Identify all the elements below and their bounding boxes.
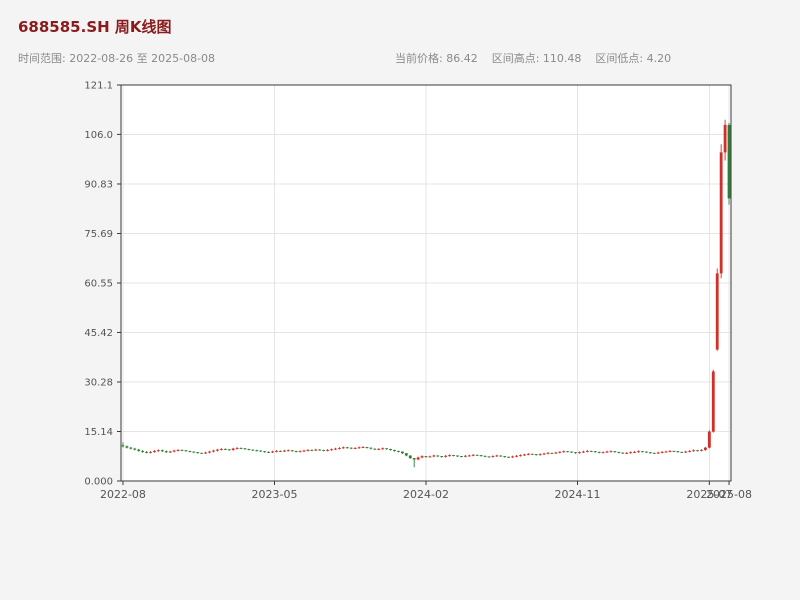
svg-text:121.1: 121.1 xyxy=(84,81,113,92)
range-low-label: 区间低点: 4.20 xyxy=(595,52,672,65)
svg-text:30.28: 30.28 xyxy=(84,377,113,388)
svg-text:2024-02: 2024-02 xyxy=(403,488,449,501)
svg-text:0.000: 0.000 xyxy=(84,477,113,488)
current-price-label: 当前价格: 86.42 xyxy=(395,52,478,65)
svg-text:90.83: 90.83 xyxy=(84,179,113,190)
price-stats: 当前价格: 86.42 区间高点: 110.48 区间低点: 4.20 xyxy=(395,50,671,66)
range-high-label: 区间高点: 110.48 xyxy=(491,52,582,65)
svg-text:75.69: 75.69 xyxy=(84,229,113,240)
svg-text:106.0: 106.0 xyxy=(84,130,113,141)
svg-text:2025-08: 2025-08 xyxy=(706,488,752,501)
time-range-label: 时间范围: 2022-08-26 至 2025-08-08 xyxy=(18,52,216,65)
svg-text:2025-07: 2025-07 xyxy=(686,488,732,501)
candlestick-chart-canvas: 0.000 15.14 30.28 45.42 60.55 75.69 90.83 106.0… xyxy=(84,81,752,502)
svg-text:45.42: 45.42 xyxy=(84,328,113,339)
svg-text:2024-11: 2024-11 xyxy=(555,488,601,501)
svg-text:60.55: 60.55 xyxy=(84,279,113,290)
svg-text:2022-08: 2022-08 xyxy=(100,488,146,501)
svg-text:15.14: 15.14 xyxy=(84,427,113,438)
svg-text:2023-05: 2023-05 xyxy=(251,488,297,501)
candlestick-chart: 0.000 15.14 30.28 45.42 60.55 75.69 90.83 106.0… xyxy=(0,70,800,540)
chart-title: 688585.SH 周K线图 xyxy=(18,18,172,36)
